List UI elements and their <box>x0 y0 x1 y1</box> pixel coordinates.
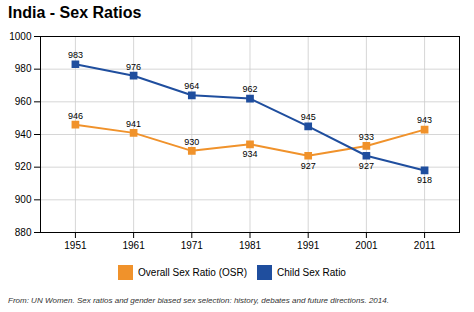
svg-text:933: 933 <box>359 132 374 142</box>
svg-text:983: 983 <box>68 50 83 60</box>
svg-text:964: 964 <box>184 81 199 91</box>
svg-text:962: 962 <box>242 84 257 94</box>
svg-text:1951: 1951 <box>64 240 87 251</box>
svg-text:1000: 1000 <box>9 31 32 42</box>
html-text:From: UN Women. Sex ratios and: From: UN Women. Sex ratios and gender bi… <box>8 296 389 305</box>
html-text:Overall Sex Ratio (OSR): Overall Sex Ratio (OSR) <box>138 267 247 278</box>
svg-text:1971: 1971 <box>181 240 204 251</box>
html-text:India - Sex Ratios: India - Sex Ratios <box>8 4 142 21</box>
svg-text:943: 943 <box>417 115 432 125</box>
svg-text:941: 941 <box>126 119 141 129</box>
svg-text:940: 940 <box>15 129 32 140</box>
svg-text:920: 920 <box>15 161 32 172</box>
svg-text:2001: 2001 <box>355 240 378 251</box>
svg-text:918: 918 <box>417 175 432 185</box>
svg-text:900: 900 <box>15 194 32 205</box>
svg-text:880: 880 <box>15 227 32 238</box>
svg-text:976: 976 <box>126 62 141 72</box>
html-text:Child Sex Ratio: Child Sex Ratio <box>277 267 346 278</box>
svg-text:934: 934 <box>242 149 257 159</box>
svg-text:1991: 1991 <box>297 240 320 251</box>
svg-text:1981: 1981 <box>239 240 262 251</box>
svg-text:927: 927 <box>301 161 316 171</box>
svg-text:2011: 2011 <box>414 240 436 251</box>
svg-text:960: 960 <box>15 96 32 107</box>
svg-text:927: 927 <box>359 161 374 171</box>
svg-text:980: 980 <box>15 63 32 74</box>
svg-text:1961: 1961 <box>122 240 145 251</box>
svg-text:930: 930 <box>184 137 199 147</box>
svg-text:945: 945 <box>301 112 316 122</box>
svg-text:946: 946 <box>68 111 83 121</box>
